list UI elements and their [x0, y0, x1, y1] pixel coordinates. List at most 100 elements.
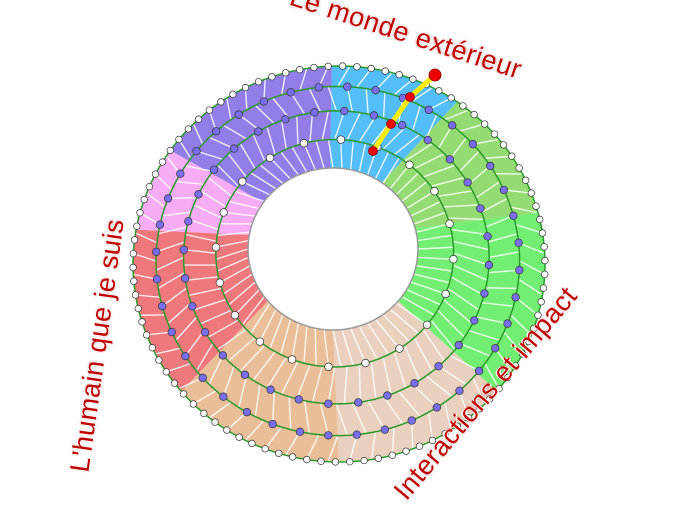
sector-1 [381, 101, 538, 228]
mesh-line [280, 318, 292, 355]
node [537, 298, 545, 306]
node [374, 454, 382, 463]
mesh-line [437, 124, 453, 149]
node [527, 189, 535, 197]
mesh-line [365, 88, 369, 115]
mesh-line [133, 252, 157, 262]
mesh-line [207, 177, 233, 197]
mesh-line [226, 411, 248, 431]
node [486, 161, 495, 171]
node [229, 90, 237, 98]
mesh-line [196, 150, 224, 161]
node [360, 456, 368, 465]
node [133, 222, 141, 230]
node [441, 430, 449, 438]
mesh-line [425, 114, 438, 140]
mesh-line [327, 86, 338, 112]
node [422, 320, 432, 329]
mesh-line [452, 264, 488, 281]
mesh-line [367, 400, 386, 431]
mesh-line [155, 347, 181, 355]
mesh-line [223, 124, 247, 140]
mesh-line [393, 78, 414, 96]
node [324, 362, 333, 371]
mesh-line [192, 123, 204, 145]
node [234, 110, 243, 119]
mesh-line [146, 331, 172, 336]
mesh-line [444, 109, 469, 121]
node [395, 71, 403, 79]
node [468, 140, 478, 149]
mesh-line [443, 204, 480, 208]
node [181, 274, 190, 283]
node [242, 408, 252, 417]
mesh-line [417, 234, 453, 242]
node [145, 182, 154, 191]
node [143, 331, 151, 339]
mesh-line [417, 246, 454, 250]
node [215, 278, 225, 287]
mesh-line [244, 87, 248, 110]
node [449, 255, 458, 264]
node [424, 105, 433, 114]
node [218, 351, 227, 360]
mesh-line [349, 140, 354, 170]
mesh-line [447, 287, 480, 311]
node [454, 340, 463, 350]
node [511, 293, 520, 302]
mesh-line [382, 396, 404, 425]
node [459, 102, 467, 110]
mesh-line [280, 151, 299, 176]
node [241, 83, 250, 92]
mesh-line [370, 431, 377, 460]
mesh-line [346, 112, 361, 141]
mesh-line [459, 123, 485, 132]
node [397, 121, 407, 130]
mesh-line [488, 233, 518, 243]
mesh-line [475, 316, 508, 325]
mesh-line [252, 351, 276, 381]
node [211, 243, 221, 252]
node [367, 64, 375, 73]
node [380, 425, 390, 434]
node [336, 135, 346, 144]
node [486, 395, 494, 403]
node [131, 291, 140, 299]
mesh-line [238, 375, 248, 408]
mesh-line [185, 165, 213, 172]
node [296, 65, 304, 74]
node [205, 106, 214, 114]
mesh-line [472, 377, 486, 405]
mesh-line [442, 298, 473, 325]
mesh-line [199, 309, 233, 325]
mesh-line [269, 314, 284, 349]
mesh-line [183, 249, 216, 254]
mesh-line [459, 342, 491, 357]
node [455, 386, 464, 395]
mesh-line [158, 226, 188, 235]
mesh-line [358, 143, 367, 173]
mesh-line [481, 197, 508, 213]
ring-line-0 [215, 138, 455, 368]
node [289, 453, 297, 461]
mesh-line [481, 301, 514, 307]
mesh-line [234, 190, 265, 203]
mesh-line [356, 68, 372, 88]
mesh-line [337, 65, 351, 87]
node [238, 177, 247, 186]
mesh-line [449, 137, 467, 160]
mesh-line [185, 233, 217, 242]
mesh-line [168, 197, 197, 200]
node [310, 108, 319, 117]
node [453, 422, 461, 430]
mesh-line [484, 363, 500, 389]
mesh-line [193, 204, 222, 219]
mesh-line [280, 361, 299, 395]
mesh-line [374, 318, 400, 350]
node [481, 120, 489, 128]
node [445, 219, 454, 228]
node [136, 209, 144, 217]
mesh-line [250, 172, 277, 190]
mesh-line [503, 331, 524, 355]
node [346, 458, 354, 466]
